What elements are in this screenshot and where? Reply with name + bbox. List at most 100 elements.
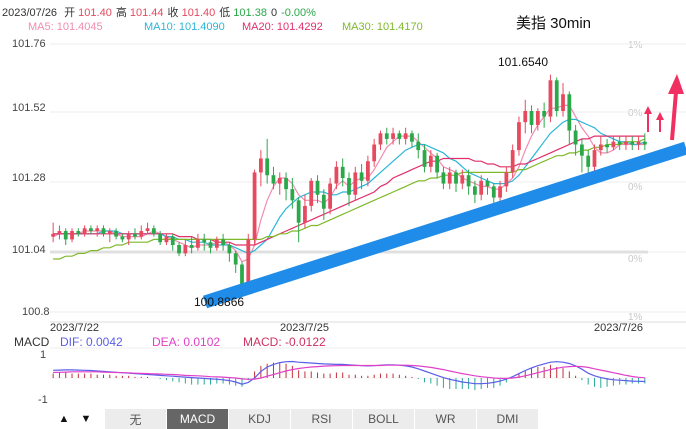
candle-body <box>334 166 339 184</box>
candle-body <box>233 253 238 265</box>
candle-body <box>63 231 68 240</box>
quote-item-value: -0.00% <box>281 7 316 19</box>
candle-body <box>479 180 484 195</box>
candle-body <box>636 141 641 145</box>
candle-body <box>265 158 270 176</box>
quote-item-value: 101.40 <box>75 7 112 19</box>
candle-body <box>447 172 452 184</box>
scroll-down-button[interactable]: ▼ <box>80 413 92 425</box>
signal-arrow-head <box>644 106 652 114</box>
candle-body <box>277 178 282 184</box>
macd-value-legend: MACD: -0.0122 <box>243 335 326 349</box>
candle-body <box>120 236 125 240</box>
candle-body <box>642 141 647 145</box>
candle-body <box>498 186 502 198</box>
trend-line <box>203 141 686 309</box>
candle-body <box>523 111 528 123</box>
candle-body <box>384 133 389 139</box>
candle-body <box>347 178 351 195</box>
candle-body <box>95 228 100 232</box>
dea-line <box>53 364 645 380</box>
pct-axis-label: 0% <box>628 254 643 265</box>
chart-title: 美指 30min <box>516 15 592 32</box>
candle-body <box>321 194 326 209</box>
y-axis-label: 101.76 <box>12 38 46 50</box>
dif-legend: DIF: 0.0042 <box>60 335 123 349</box>
signal-arrow <box>670 91 678 141</box>
candle-body <box>252 172 257 240</box>
candle-body <box>271 175 276 184</box>
tab-dmi[interactable]: DMI <box>477 409 539 429</box>
candle-body <box>510 150 515 173</box>
candle-body <box>365 161 370 181</box>
candle-body <box>189 245 194 248</box>
signal-arrow-head <box>668 74 684 94</box>
candle-body <box>328 183 333 209</box>
candle-body <box>227 245 232 254</box>
candle-body <box>196 239 200 248</box>
quote-item: 低 101.38 <box>219 7 267 19</box>
date-label: 2023/7/22 <box>50 322 99 334</box>
candle-body <box>561 94 565 111</box>
candle-body <box>208 242 213 248</box>
pct-axis-label: 1% <box>628 40 643 51</box>
tab-wr[interactable]: WR <box>415 409 477 429</box>
candle-body <box>309 180 314 206</box>
candle-body <box>107 231 112 234</box>
tab-macd[interactable]: MACD <box>167 409 229 429</box>
quote-item: 0 <box>271 7 277 19</box>
indicator-tabs: 无 MACD KDJ RSI BOLL WR DMI <box>105 409 539 429</box>
candle-body <box>139 231 144 237</box>
high-annotation: 101.6540 <box>498 55 549 69</box>
quote-values: 开 101.40 高 101.44 收 101.40 低 101.38 0 -0.00% <box>60 7 316 19</box>
candle-body <box>164 236 169 243</box>
candle-body <box>353 172 358 195</box>
candle-body <box>133 233 137 237</box>
candle-body <box>586 155 591 167</box>
tab-none[interactable]: 无 <box>105 409 167 429</box>
candle-body <box>580 144 584 156</box>
tab-rsi[interactable]: RSI <box>291 409 353 429</box>
candle-body <box>630 141 635 145</box>
macd-axis-bottom: -1 <box>38 394 48 406</box>
candle-body <box>240 264 244 287</box>
quote-item-label: 高 <box>115 7 127 19</box>
quote-item: 收 101.40 <box>168 7 216 19</box>
tab-kdj[interactable]: KDJ <box>229 409 291 429</box>
candle-body <box>548 80 553 117</box>
candle-body <box>51 233 56 237</box>
candle-body <box>504 172 509 187</box>
ma20-legend: MA20: 101.4292 <box>242 21 323 33</box>
chart-grid <box>50 43 686 349</box>
candle-body <box>397 133 402 139</box>
pct-axis-label: 0% <box>628 182 643 193</box>
candle-body <box>454 172 458 184</box>
date-label: 2023/7/25 <box>280 322 329 334</box>
tab-boll[interactable]: BOLL <box>353 409 415 429</box>
quote-item-value: 0 <box>270 7 278 19</box>
signal-arrow-head <box>656 112 664 120</box>
candle-body <box>403 133 408 139</box>
quote-date: 2023/07/26 <box>2 7 58 19</box>
candle-body <box>340 166 345 178</box>
candle-body <box>158 233 163 243</box>
candle-body <box>82 228 87 234</box>
candle-body <box>359 172 364 181</box>
quote-item-label: 低 <box>219 7 231 19</box>
quote-item-value: 101.38 <box>230 7 267 19</box>
candle-body <box>422 150 427 167</box>
candle-body <box>170 236 175 245</box>
date-label: 2023/7/26 <box>594 322 643 334</box>
ma5-legend: MA5: 101.4045 <box>28 21 103 33</box>
quote-header: 2023/07/26 开 101.40 高 101.44 收 101.40 低 101… <box>2 4 316 20</box>
candle-body <box>529 111 534 125</box>
candle-body <box>605 144 609 148</box>
candle-body <box>221 239 225 245</box>
candle-body <box>151 228 156 234</box>
candle-body <box>101 228 106 234</box>
scroll-up-button[interactable]: ▲ <box>58 413 70 425</box>
quote-item: 高 101.44 <box>116 7 164 19</box>
candle-body <box>428 155 433 167</box>
candle-body <box>617 141 622 145</box>
